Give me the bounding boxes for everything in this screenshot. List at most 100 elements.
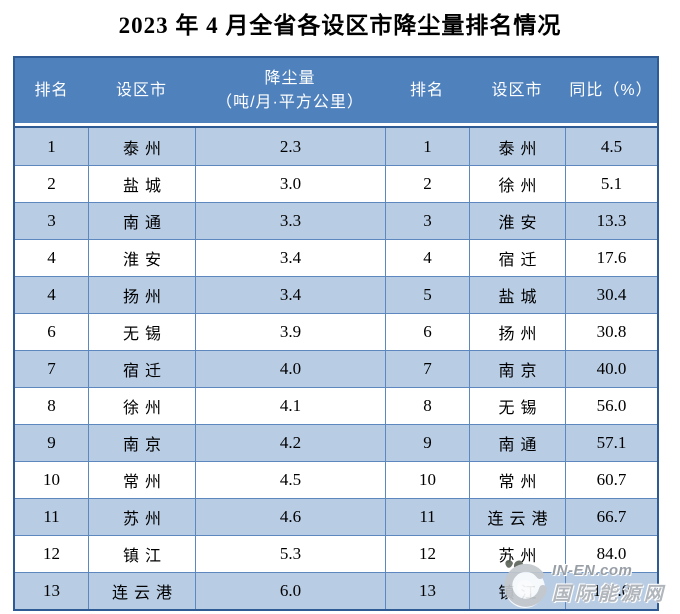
rank-left-cell: 6	[47, 322, 56, 341]
city-left-cell: 常州	[88, 462, 195, 498]
rank-right-cell: 10	[385, 462, 469, 498]
table-row: 10 常州 4.5 10 常州 60.7	[15, 461, 657, 498]
city-left-cell: 南京	[88, 425, 195, 461]
dustfall-cell: 3.4	[195, 240, 385, 276]
dustfall-cell: 4.0	[195, 351, 385, 387]
rank-right-cell: 6	[385, 314, 469, 350]
yoy-cell: 30.4	[565, 277, 657, 313]
rank-left-cell: 2	[47, 174, 56, 193]
table-row: 2 盐城 3.0 2 徐州 5.1	[15, 165, 657, 202]
rank-right-cell: 9	[385, 425, 469, 461]
page-title: 2023 年 4 月全省各设区市降尘量排名情况	[118, 13, 562, 38]
yoy-cell: 17.6	[565, 240, 657, 276]
yoy-cell: 13.3	[565, 203, 657, 239]
header-city-left: 设区市	[115, 81, 167, 99]
city-right-cell: 苏州	[469, 536, 565, 572]
rank-right-cell: 12	[385, 536, 469, 572]
rank-left-cell: 3	[47, 211, 56, 230]
rank-left-cell: 13	[43, 581, 60, 600]
city-left-cell: 扬州	[88, 277, 195, 313]
rank-right-cell: 2	[385, 166, 469, 202]
yoy-cell: 84.0	[565, 536, 657, 572]
city-left-cell: 连云港	[88, 573, 195, 609]
rank-left-cell: 8	[47, 396, 56, 415]
table-row: 13 连云港 6.0 13 镇江 112.0	[15, 572, 657, 609]
rank-left-cell: 12	[43, 544, 60, 563]
yoy-cell: 40.0	[565, 351, 657, 387]
city-right-cell: 常州	[469, 462, 565, 498]
city-right-cell: 泰州	[469, 128, 565, 165]
rank-left-cell: 10	[43, 470, 60, 489]
rank-right-cell: 13	[385, 573, 469, 609]
table-row: 3 南通 3.3 3 淮安 13.3	[15, 202, 657, 239]
city-right-cell: 南通	[469, 425, 565, 461]
rank-left-cell: 11	[43, 507, 60, 526]
city-left-cell: 泰州	[88, 128, 195, 165]
rank-left-cell: 4	[47, 285, 56, 304]
dustfall-cell: 4.1	[195, 388, 385, 424]
table-row: 8 徐州 4.1 8 无锡 56.0	[15, 387, 657, 424]
yoy-cell: 57.1	[565, 425, 657, 461]
header-separator-white	[15, 123, 657, 126]
yoy-cell: 56.0	[565, 388, 657, 424]
rank-right-cell: 7	[385, 351, 469, 387]
rank-left-cell: 1	[47, 136, 56, 156]
rank-right-cell: 8	[385, 388, 469, 424]
city-left-cell: 南通	[88, 203, 195, 239]
table-row: 4 扬州 3.4 5 盐城 30.4	[15, 276, 657, 313]
yoy-cell: 4.5	[565, 128, 657, 165]
yoy-cell: 112.0	[565, 573, 657, 609]
city-right-cell: 连云港	[469, 499, 565, 535]
yoy-cell: 60.7	[565, 462, 657, 498]
city-left-cell: 宿迁	[88, 351, 195, 387]
header-dustfall: 降尘量 （吨/月·平方公里）	[195, 58, 385, 123]
dustfall-cell: 3.4	[195, 277, 385, 313]
header-dustfall-line2: （吨/月·平方公里）	[216, 93, 364, 111]
dustfall-cell: 4.2	[195, 425, 385, 461]
city-right-cell: 南京	[469, 351, 565, 387]
city-right-cell: 镇江	[469, 573, 565, 609]
rank-right-cell: 5	[385, 277, 469, 313]
dustfall-cell: 3.3	[195, 203, 385, 239]
rank-right-cell: 11	[385, 499, 469, 535]
table-row: 11 苏州 4.6 11 连云港 66.7	[15, 498, 657, 535]
header-rank-left: 排名	[34, 81, 69, 99]
header-separator-dark	[15, 126, 657, 128]
city-right-cell: 宿迁	[469, 240, 565, 276]
city-left-cell: 镇江	[88, 536, 195, 572]
header-rank-right: 排名	[409, 81, 444, 99]
ranking-table: 排名 设区市 降尘量 （吨/月·平方公里） 排名 设区市 同比（%） 1 泰州 …	[13, 56, 659, 611]
city-left-cell: 苏州	[88, 499, 195, 535]
header-yoy: 同比（%）	[569, 81, 653, 99]
yoy-cell: 5.1	[565, 166, 657, 202]
city-left-cell: 盐城	[88, 166, 195, 202]
table-body: 1 泰州 2.3 1 泰州 4.5 2 盐城 3.0 2 徐州 5.1 3 南通…	[15, 128, 657, 609]
table-row: 12 镇江 5.3 12 苏州 84.0	[15, 535, 657, 572]
city-left-cell: 淮安	[88, 240, 195, 276]
table-row: 1 泰州 2.3 1 泰州 4.5	[15, 128, 657, 165]
table-row: 9 南京 4.2 9 南通 57.1	[15, 424, 657, 461]
dustfall-cell: 4.5	[195, 462, 385, 498]
table-header-row: 排名 设区市 降尘量 （吨/月·平方公里） 排名 设区市 同比（%）	[15, 58, 657, 123]
rank-left-cell: 7	[47, 359, 56, 378]
table-row: 7 宿迁 4.0 7 南京 40.0	[15, 350, 657, 387]
rank-left-cell: 4	[47, 248, 56, 267]
dustfall-cell: 3.9	[195, 314, 385, 350]
city-right-cell: 徐州	[469, 166, 565, 202]
yoy-cell: 66.7	[565, 499, 657, 535]
rank-right-cell: 3	[385, 203, 469, 239]
city-right-cell: 扬州	[469, 314, 565, 350]
dustfall-cell: 2.3	[195, 128, 385, 165]
table-row: 4 淮安 3.4 4 宿迁 17.6	[15, 239, 657, 276]
rank-left-cell: 9	[47, 433, 56, 452]
dustfall-cell: 3.0	[195, 166, 385, 202]
header-dustfall-line1: 降尘量	[264, 70, 316, 88]
city-left-cell: 徐州	[88, 388, 195, 424]
dustfall-cell: 4.6	[195, 499, 385, 535]
city-right-cell: 无锡	[469, 388, 565, 424]
yoy-cell: 30.8	[565, 314, 657, 350]
table-row: 6 无锡 3.9 6 扬州 30.8	[15, 313, 657, 350]
header-city-right: 设区市	[491, 81, 543, 99]
city-right-cell: 盐城	[469, 277, 565, 313]
city-left-cell: 无锡	[88, 314, 195, 350]
